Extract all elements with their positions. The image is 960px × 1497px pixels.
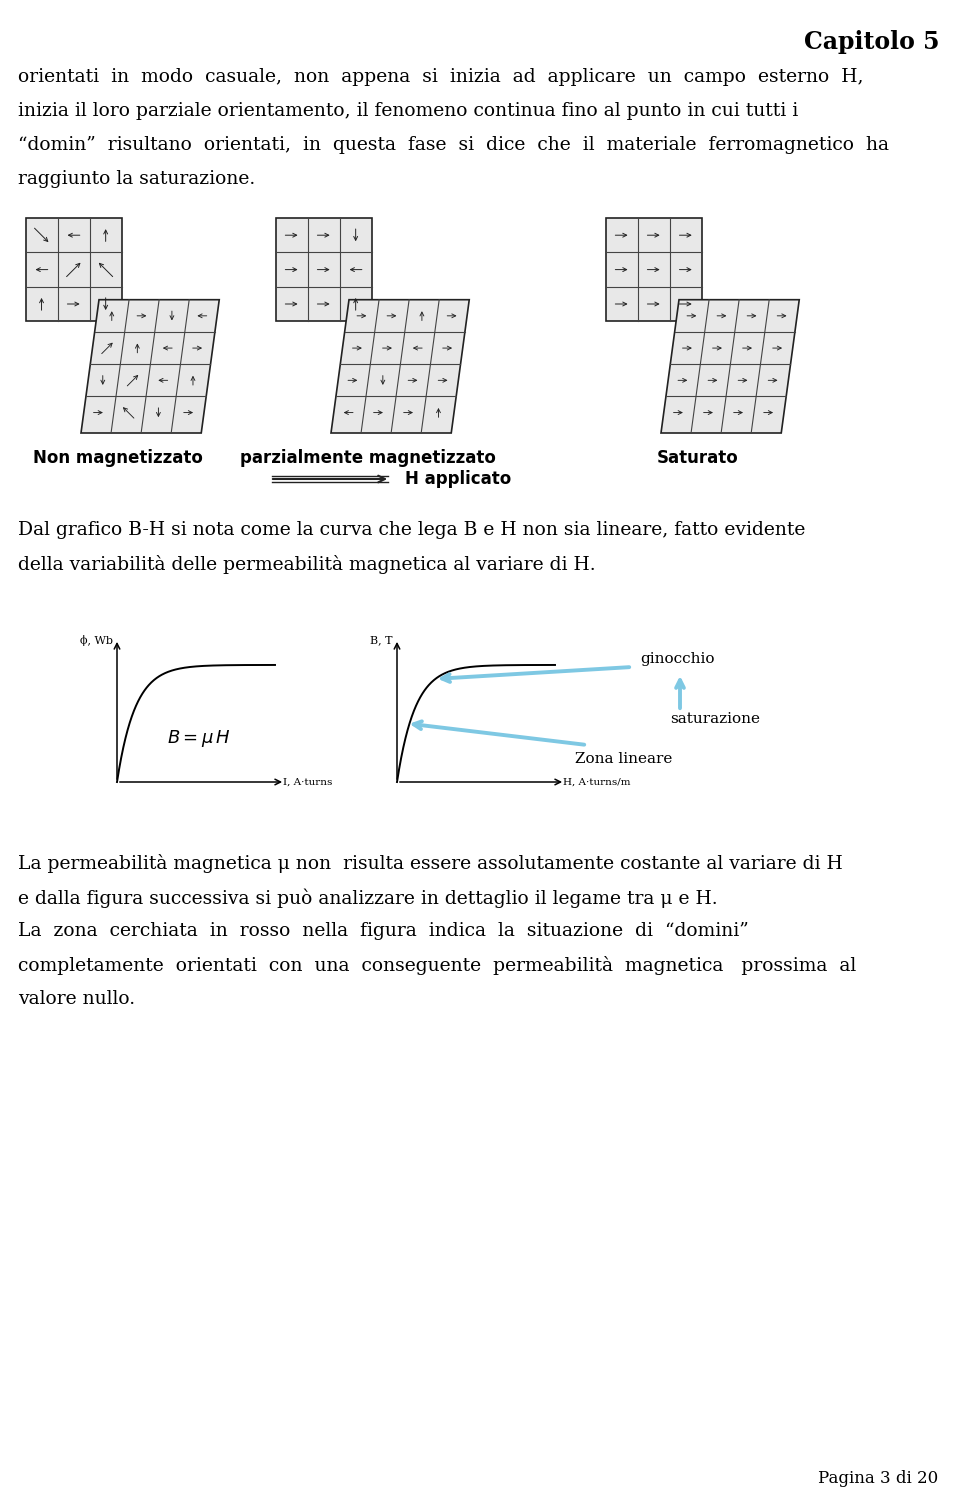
Text: orientati  in  modo  casuale,  non  appena  si  inizia  ad  applicare  un  campo: orientati in modo casuale, non appena si… — [18, 67, 863, 85]
Text: parzialmente magnetizzato: parzialmente magnetizzato — [240, 449, 496, 467]
Polygon shape — [661, 299, 800, 433]
Text: Capitolo 5: Capitolo 5 — [804, 30, 940, 54]
Text: raggiunto la saturazione.: raggiunto la saturazione. — [18, 171, 255, 189]
Bar — [606, 219, 702, 322]
Text: Saturato: Saturato — [658, 449, 739, 467]
Text: Ι, A·turns: Ι, A·turns — [283, 777, 332, 786]
Polygon shape — [81, 299, 219, 433]
Text: inizia il loro parziale orientamento, il fenomeno continua fino al punto in cui : inizia il loro parziale orientamento, il… — [18, 102, 799, 120]
Text: La permeabilità magnetica μ non  risulta essere assolutamente costante al variar: La permeabilità magnetica μ non risulta … — [18, 853, 843, 873]
Text: valore nullo.: valore nullo. — [18, 990, 135, 1007]
Text: della variabilità delle permeabilità magnetica al variare di H.: della variabilità delle permeabilità mag… — [18, 555, 595, 573]
Text: “domin”  risultano  orientati,  in  questa  fase  si  dice  che  il  materiale  : “domin” risultano orientati, in questa f… — [18, 136, 889, 154]
Text: ϕ, Wb: ϕ, Wb — [80, 635, 113, 647]
Text: ginocchio: ginocchio — [640, 653, 714, 666]
Polygon shape — [331, 299, 469, 433]
Text: Zona lineare: Zona lineare — [575, 751, 672, 766]
Text: e dalla figura successiva si può analizzare in dettaglio il legame tra μ e H.: e dalla figura successiva si può analizz… — [18, 888, 718, 907]
Text: saturazione: saturazione — [670, 713, 760, 726]
Text: B, T: B, T — [371, 635, 393, 645]
Text: completamente  orientati  con  una  conseguente  permeabilità  magnetica   pross: completamente orientati con una consegue… — [18, 957, 856, 975]
Text: H, A·turns/m: H, A·turns/m — [563, 777, 631, 786]
Bar — [276, 219, 372, 322]
Text: Pagina 3 di 20: Pagina 3 di 20 — [818, 1470, 938, 1487]
Bar — [26, 219, 122, 322]
Text: Non magnetizzato: Non magnetizzato — [33, 449, 203, 467]
Text: Dal grafico B-H si nota come la curva che lega B e H non sia lineare, fatto evid: Dal grafico B-H si nota come la curva ch… — [18, 521, 805, 539]
Text: La  zona  cerchiata  in  rosso  nella  figura  indica  la  situazione  di  “domi: La zona cerchiata in rosso nella figura … — [18, 922, 749, 940]
Text: H applicato: H applicato — [405, 470, 512, 488]
Text: $B = \mu\, H$: $B = \mu\, H$ — [167, 728, 231, 748]
